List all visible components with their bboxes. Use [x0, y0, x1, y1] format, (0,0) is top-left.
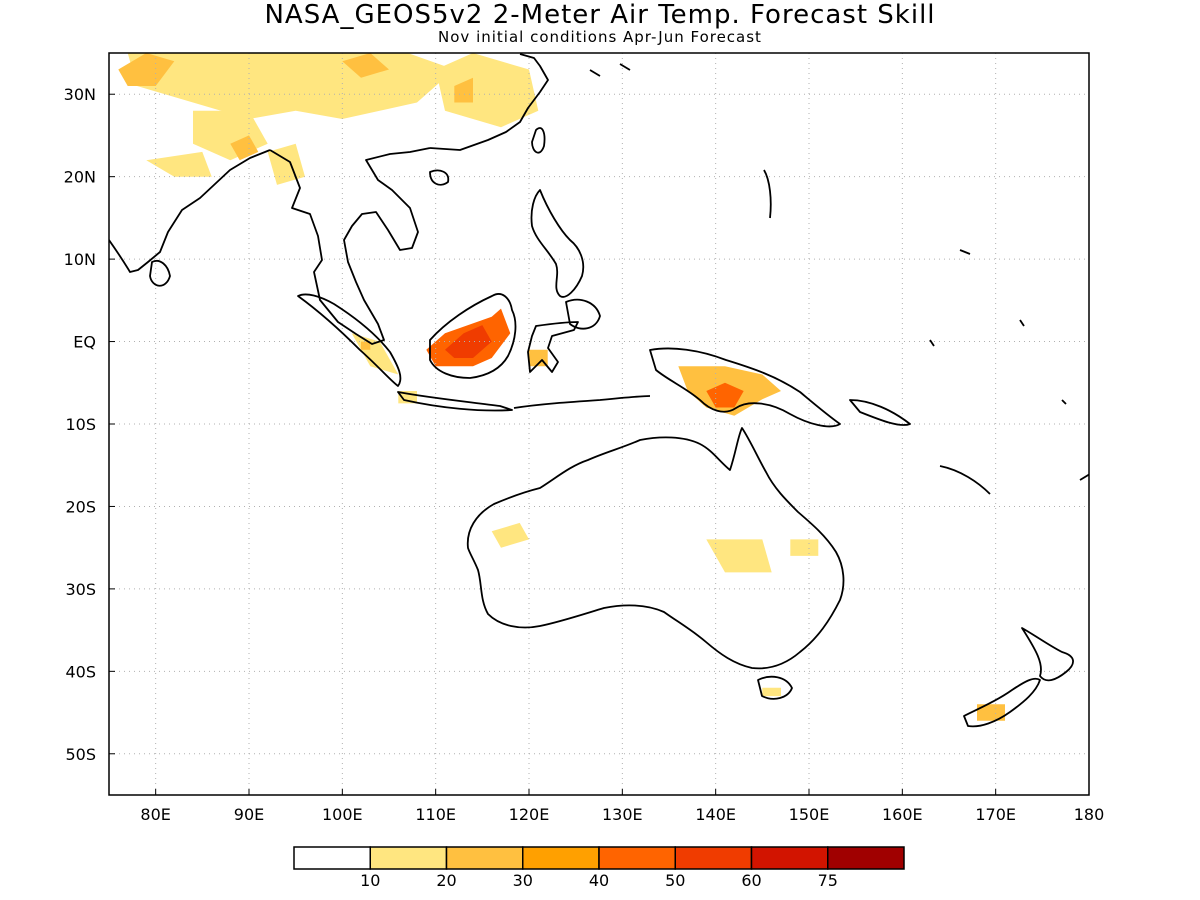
skill-region — [267, 143, 305, 185]
lon-tick-label: 80E — [140, 805, 170, 824]
lon-tick-label: 130E — [602, 805, 643, 824]
coastline-nz-south-island — [963, 677, 1041, 728]
coastline-new-guinea — [649, 347, 841, 428]
lon-tick-label: 120E — [509, 805, 550, 824]
skill-region — [491, 522, 529, 548]
latitude-axis-labels: 30N 20N 10N EQ 10S 20S 30S 40S 50S — [64, 85, 96, 764]
skill-region — [230, 135, 259, 161]
colorbar-label: 10 — [360, 871, 380, 890]
colorbar-swatch — [674, 846, 753, 870]
lon-tick-label: 110E — [415, 805, 456, 824]
skill-region — [342, 53, 389, 78]
skill-shading-layer — [118, 53, 1005, 721]
skill-region — [361, 341, 371, 350]
coastline-lesser-sunda — [513, 395, 651, 409]
skill-region — [454, 77, 473, 103]
coastline-sumatra — [297, 293, 402, 387]
lon-tick-label: 100E — [322, 805, 363, 824]
lon-tick-label: 140E — [695, 805, 736, 824]
colorbar-label: 60 — [741, 871, 761, 890]
skill-region — [127, 53, 455, 119]
skill-region — [762, 687, 781, 697]
colorbar-swatch — [827, 846, 905, 870]
coastline-islands — [589, 63, 1089, 481]
coastline-borneo — [429, 293, 517, 379]
lat-tick-label: 50S — [65, 745, 96, 764]
coastline-sri-lanka — [149, 260, 171, 287]
skill-region — [790, 539, 819, 556]
skill-region — [977, 704, 1005, 721]
colorbar-label: 20 — [436, 871, 456, 890]
colorbar-label: 40 — [589, 871, 609, 890]
lon-tick-label: 150E — [789, 805, 830, 824]
coastline-myanmar-malaya — [269, 147, 431, 345]
coastline-sulawesi — [527, 321, 579, 373]
coastline-taiwan — [531, 127, 546, 154]
colorbar-swatch — [522, 846, 600, 870]
skill-region — [193, 110, 268, 161]
coastline-mindanao — [565, 298, 601, 330]
lon-tick-label: 170E — [975, 805, 1016, 824]
skill-region — [706, 539, 772, 573]
coastline-java — [397, 391, 513, 412]
skill-region — [118, 53, 175, 86]
colorbar-swatch — [445, 846, 524, 870]
colorbar-swatch — [369, 846, 448, 870]
coastline-tasmania — [757, 675, 793, 700]
colorbar-swatch — [293, 846, 371, 870]
lon-tick-label: 160E — [882, 805, 923, 824]
lon-tick-label: 90E — [234, 805, 264, 824]
lat-tick-label: 20N — [64, 168, 96, 187]
colorbar-label: 30 — [513, 871, 533, 890]
graticule — [109, 53, 1090, 795]
coastline-nz-north-island — [1021, 627, 1074, 682]
lon-tick-label: 180 — [1074, 805, 1105, 824]
colorbar-swatch — [750, 846, 829, 870]
lat-tick-label: EQ — [73, 333, 96, 352]
longitude-axis-labels: 80E 90E 100E 110E 120E 130E 140E 150E 160E 170E 18… — [140, 805, 1104, 824]
lat-tick-label: 30N — [64, 85, 96, 104]
coastline-hainan — [429, 169, 450, 186]
colorbar-swatch — [598, 846, 676, 870]
lat-tick-label: 10S — [65, 415, 96, 434]
colorbar-label: 50 — [665, 871, 685, 890]
chart-title: NASA_GEOS5v2 2-Meter Air Temp. Forecast … — [264, 0, 936, 30]
coastline-philippines — [530, 189, 585, 298]
plot-frame — [108, 52, 1090, 796]
coastline-solomons — [939, 465, 991, 495]
skill-region — [445, 325, 492, 358]
lat-tick-label: 40S — [65, 662, 96, 681]
coastline-china — [429, 53, 549, 151]
colorbar: 10 20 30 40 50 60 75 — [293, 846, 905, 890]
lat-tick-label: 20S — [65, 497, 96, 516]
coastline-india — [109, 149, 271, 273]
chart-subtitle: Nov initial conditions Apr-Jun Forecast — [438, 28, 762, 46]
coastline-australia — [466, 427, 845, 670]
colorbar-label: 75 — [818, 871, 838, 890]
lat-tick-label: 30S — [65, 580, 96, 599]
coastlines — [109, 53, 1089, 728]
skill-region — [435, 53, 539, 128]
lat-tick-label: 10N — [64, 250, 96, 269]
skill-region — [146, 151, 212, 177]
coastline-new-britain — [849, 399, 911, 426]
